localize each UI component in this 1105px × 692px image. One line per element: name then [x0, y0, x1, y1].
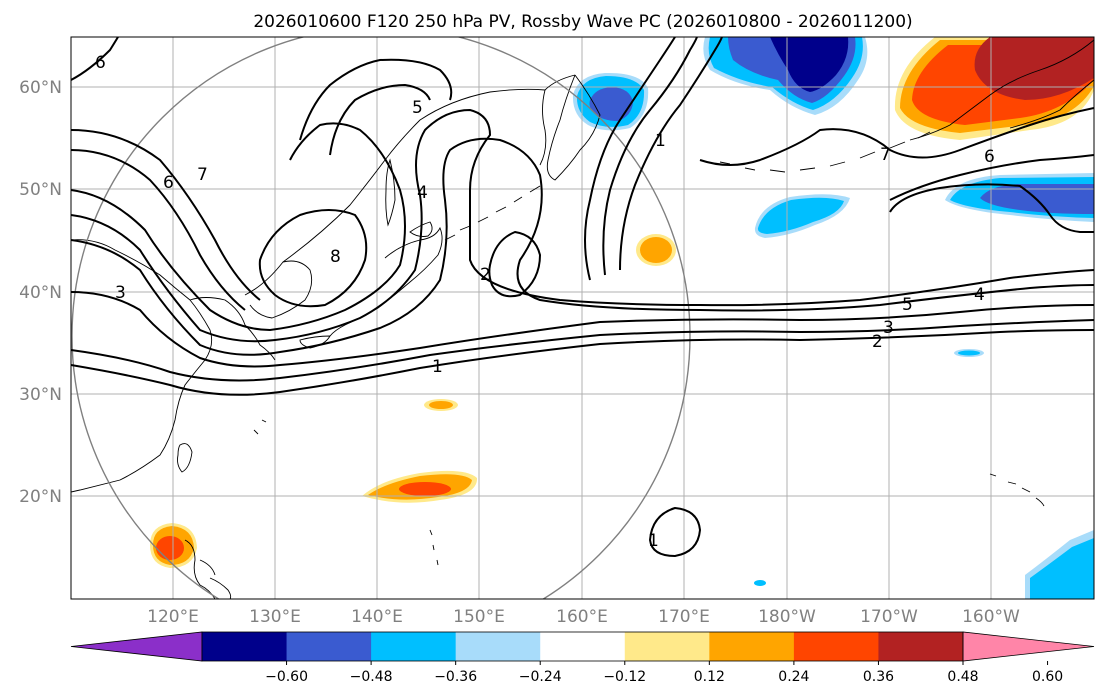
lon-label: 150°E — [453, 607, 505, 627]
colorbar-segment — [624, 632, 710, 661]
contour-label: 8 — [330, 247, 341, 267]
colorbar-segment — [540, 632, 626, 661]
contour-label: 6 — [163, 173, 174, 193]
contour-label: 2 — [480, 265, 491, 285]
contour-label: 4 — [417, 183, 428, 203]
pv-contours — [71, 37, 1094, 558]
colorbar-min-extension — [70, 631, 203, 662]
lon-label: 130°E — [249, 607, 301, 627]
lon-label: 120°E — [147, 607, 199, 627]
lat-label: 30°N — [19, 385, 62, 405]
contour-label: 7 — [197, 165, 208, 185]
contour-label: 6 — [984, 147, 995, 167]
contour-label: 1 — [655, 131, 666, 151]
colorbar-tick-label: −0.24 — [519, 669, 562, 685]
colorbar-tick-label: −0.12 — [603, 669, 646, 685]
colorbar-segment — [371, 632, 457, 661]
colorbar-segment — [286, 632, 372, 661]
colorbar-segment — [878, 632, 964, 661]
coastlines — [71, 39, 1094, 599]
contour-label: 4 — [974, 285, 985, 305]
colorbar-tick-label: −0.48 — [350, 669, 393, 685]
rossby-region-circle — [71, 37, 691, 599]
contour-label: 7 — [880, 145, 891, 165]
lat-label: 40°N — [19, 283, 62, 303]
colorbar-tick-label: 0.60 — [1032, 669, 1063, 685]
lon-label: 170°E — [658, 607, 710, 627]
lat-label: 50°N — [19, 180, 62, 200]
contour-label: 1 — [648, 531, 659, 551]
lon-label: 180°W — [758, 607, 816, 627]
contour-label: 5 — [902, 295, 913, 315]
map-title: 2026010600 F120 250 hPa PV, Rossby Wave … — [253, 12, 912, 32]
colorbar-tick-label: −0.60 — [265, 669, 308, 685]
lat-label: 20°N — [19, 487, 62, 507]
lon-label: 160°E — [556, 607, 608, 627]
colorbar-tick-label: −0.36 — [434, 669, 477, 685]
contour-label: 3 — [115, 283, 126, 303]
contour-label: 6 — [95, 53, 106, 73]
colorbar-segment — [202, 632, 288, 661]
colorbar-segment — [455, 632, 541, 661]
colorbar-tick-label: 0.36 — [863, 669, 894, 685]
latitude-labels: 60°N 50°N 40°N 30°N 20°N — [19, 78, 62, 507]
longitude-labels: 120°E 130°E 140°E 150°E 160°E 170°E 180°… — [147, 607, 1020, 627]
contour-labels: 6 5 7 6 8 4 3 2 1 1 7 6 5 4 3 2 1 — [95, 53, 995, 551]
colorbar-max-extension — [962, 631, 1095, 662]
map-frame — [70, 36, 1095, 600]
colorbar-segment — [709, 632, 795, 661]
lon-label: 140°E — [351, 607, 403, 627]
colorbar-segment — [793, 632, 879, 661]
colorbar-tick-label: 0.12 — [694, 669, 725, 685]
contour-label: 1 — [432, 357, 443, 377]
lat-label: 60°N — [19, 78, 62, 98]
colorbar-tick-label: 0.24 — [778, 669, 809, 685]
contour-label: 2 — [872, 332, 883, 352]
colorbar: −0.60 −0.48 −0.36 −0.24 −0.12 0.12 0.24 0.36 0.4… — [70, 631, 1095, 685]
colorbar-tick-label: 0.48 — [947, 669, 978, 685]
contour-label: 5 — [412, 98, 423, 118]
pv-anomaly-positive — [150, 37, 1094, 568]
lon-label: 160°W — [962, 607, 1020, 627]
colorbar-frame — [201, 631, 964, 662]
map-area: 6 5 7 6 8 4 3 2 1 1 7 6 5 4 3 2 1 — [71, 37, 1094, 599]
contour-label: 3 — [883, 318, 894, 338]
lon-label: 170°W — [860, 607, 918, 627]
